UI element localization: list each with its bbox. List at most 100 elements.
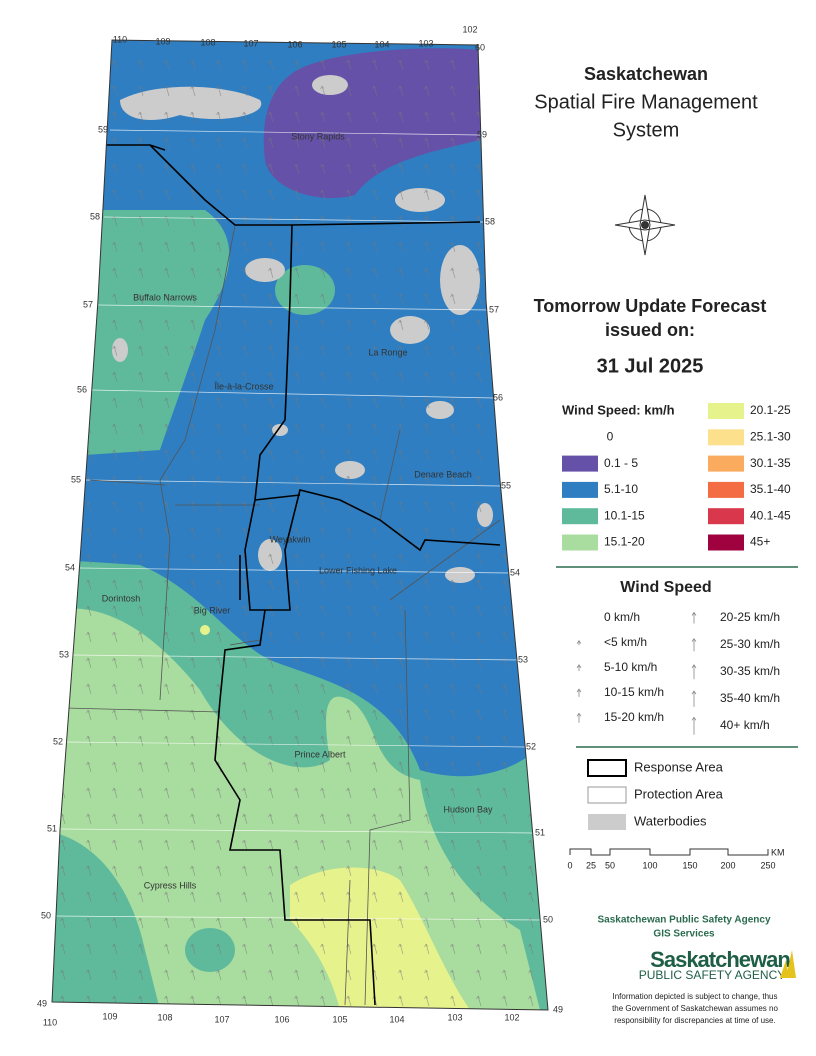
- legend-arrow: [691, 637, 697, 652]
- title: System: [613, 119, 680, 141]
- legend-label: 40.1-45: [750, 508, 791, 522]
- graticule-label: 56: [77, 384, 87, 394]
- legend-label: 25.1-30: [750, 429, 791, 443]
- legend-label: 15.1-20: [604, 535, 645, 549]
- place-label: Hudson Bay: [443, 804, 493, 814]
- graticule-label: 53: [518, 654, 528, 664]
- graticule-label: 58: [90, 211, 100, 221]
- place-label: Big River: [194, 605, 231, 615]
- graticule-label: 106: [274, 1014, 289, 1024]
- legend-arrow: [691, 611, 697, 624]
- graticule: [53, 129, 543, 921]
- place-label: Weyakwin: [270, 534, 311, 544]
- graticule-label: 108: [157, 1012, 172, 1022]
- scale-label: 100: [642, 860, 657, 870]
- graticule-label: 102: [462, 24, 477, 34]
- scale-label: 50: [605, 860, 615, 870]
- graticule-label: 60: [475, 42, 485, 52]
- legend-label: 20-25 km/h: [720, 610, 780, 624]
- scale-label: 0: [567, 860, 572, 870]
- graticule-label: 53: [59, 649, 69, 659]
- place-label: Lower Fishing Lake: [319, 565, 397, 575]
- logo-mark: [780, 950, 796, 978]
- legend-title: Wind Speed: km/h: [562, 402, 675, 417]
- legend-swatch: [562, 508, 598, 525]
- legend-label: <5 km/h: [604, 635, 647, 649]
- legend-label: 5-10 km/h: [604, 660, 657, 674]
- graticule-label: 110: [43, 1017, 57, 1027]
- graticule-label: 54: [510, 567, 520, 577]
- legend-arrow: [576, 688, 582, 697]
- graticule-label: 107: [243, 38, 258, 48]
- graticule-label: 59: [477, 129, 487, 139]
- response-areas: [105, 144, 501, 1006]
- place-label: Denare Beach: [414, 469, 472, 479]
- legend-arrow: [691, 664, 697, 680]
- graticule-label: 103: [447, 1012, 462, 1022]
- graticule-label: 56: [493, 392, 503, 402]
- legend-label: 40+ km/h: [720, 718, 770, 732]
- graticule-label: 109: [155, 36, 170, 46]
- place-label: Prince Albert: [294, 749, 346, 759]
- scale-unit: KM: [771, 847, 785, 857]
- legend-swatch: [708, 481, 744, 498]
- legend-label: 25-30 km/h: [720, 637, 780, 651]
- graticule-label: 58: [485, 216, 495, 226]
- graticule-label: 102: [504, 1012, 519, 1022]
- graticule-label: 107: [214, 1014, 229, 1024]
- forecast-heading: issued on:: [605, 320, 695, 340]
- legend-label: 0.1 - 5: [604, 456, 638, 470]
- legend-label: Response Area: [634, 759, 724, 774]
- graticule-label: 103: [418, 38, 433, 48]
- agency-name: Saskatchewan Public Safety Agency: [597, 915, 770, 926]
- graticule-label: 105: [332, 1014, 347, 1024]
- place-label: Île-à-la-Crosse: [213, 381, 273, 391]
- legend-label: Protection Area: [634, 786, 724, 801]
- legend-arrow: [576, 712, 582, 723]
- graticule-label: 59: [98, 124, 108, 134]
- graticule-label: 57: [83, 299, 93, 309]
- legend-label: 20.1-25: [750, 403, 791, 417]
- legend-swatch: [708, 534, 744, 551]
- legend-swatch: [708, 403, 744, 419]
- legend-label: 35-40 km/h: [720, 691, 780, 705]
- legend-label: 15-20 km/h: [604, 710, 664, 724]
- graticule-label: 49: [37, 998, 47, 1008]
- graticule-label: 51: [535, 827, 545, 837]
- graticule-label: 105: [331, 39, 346, 49]
- scale-label: 200: [720, 860, 735, 870]
- agency-unit: GIS Services: [653, 929, 715, 940]
- graticule-label: 54: [65, 562, 75, 572]
- graticule-label: 50: [543, 914, 553, 924]
- graticule-label: 109: [102, 1011, 117, 1021]
- legend-label: 10.1-15: [604, 508, 645, 522]
- graticule-label: 52: [53, 736, 63, 746]
- legend-arrow: [576, 664, 582, 672]
- wind-arrows: [52, 40, 548, 1010]
- graticule-label: 106: [287, 39, 302, 49]
- graticule-label: 50: [41, 910, 51, 920]
- legend-swatch: [562, 455, 598, 472]
- disclaimer: Information depicted is subject to chang…: [613, 992, 778, 1001]
- graticule-label: 57: [489, 304, 499, 314]
- legend-label: 45+: [750, 535, 770, 549]
- protection-areas: [65, 224, 501, 1006]
- legend-swatch: [708, 429, 744, 446]
- legend-label: 0 km/h: [604, 610, 640, 624]
- graticule-label: 108: [200, 37, 215, 47]
- place-label: Dorintosh: [102, 593, 141, 603]
- logo-text: Saskatchewan: [650, 947, 790, 972]
- legend-swatch: [562, 534, 598, 551]
- legend-arrow: [691, 690, 697, 707]
- legend-swatch: [708, 508, 744, 525]
- graticule-label: 55: [501, 480, 511, 490]
- forecast-date: 31 Jul 2025: [597, 355, 704, 377]
- scale-bar: [569, 848, 769, 856]
- forecast-heading: Tomorrow Update Forecast: [534, 296, 767, 316]
- disclaimer: responsibility for discrepancies at time…: [614, 1016, 775, 1025]
- legend-swatch: [587, 759, 627, 777]
- scale-label: 25: [586, 860, 596, 870]
- compass: [614, 194, 676, 256]
- legend-label: 0: [607, 429, 614, 443]
